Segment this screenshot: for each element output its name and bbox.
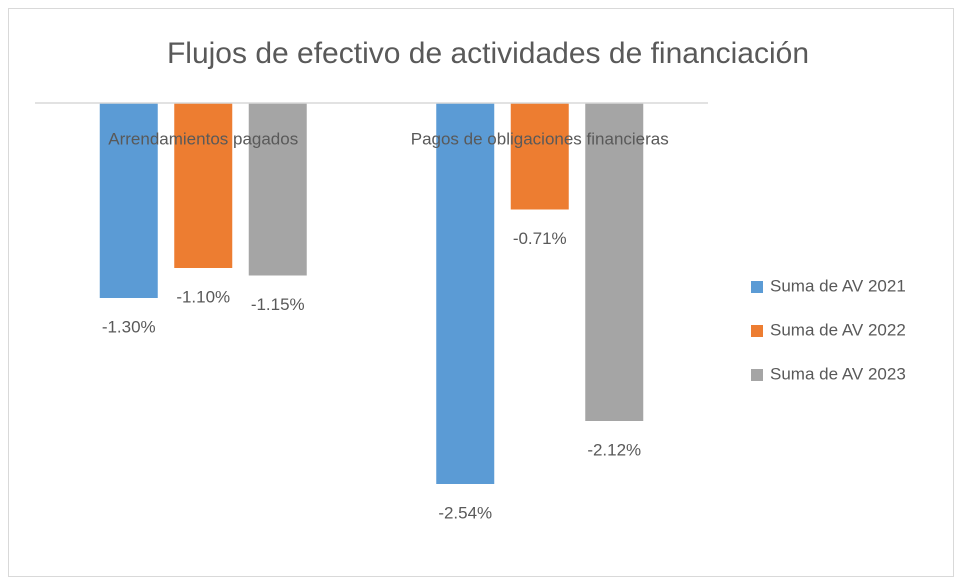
legend-label: Suma de AV 2022 [770, 320, 906, 339]
x-tick-label: Pagos de obligaciones financieras [411, 129, 669, 148]
data-label: -0.71% [513, 229, 567, 248]
bar [510, 103, 569, 210]
legend-swatch [751, 325, 763, 337]
data-label: -2.12% [587, 440, 641, 459]
x-tick-label: Arrendamientos pagados [108, 129, 298, 148]
data-label: -2.54% [438, 503, 492, 522]
data-label: -1.15% [251, 295, 305, 314]
legend-label: Suma de AV 2021 [770, 276, 906, 295]
data-label: -1.10% [176, 287, 230, 306]
legend-swatch [751, 369, 763, 381]
bar [99, 103, 158, 298]
bar [248, 103, 307, 276]
bar [174, 103, 233, 268]
bar [436, 103, 495, 484]
data-label: -1.30% [102, 317, 156, 336]
chart-title: Flujos de efectivo de actividades de fin… [167, 37, 809, 70]
legend-label: Suma de AV 2023 [770, 364, 906, 383]
legend-swatch [751, 281, 763, 293]
bar [585, 103, 644, 421]
